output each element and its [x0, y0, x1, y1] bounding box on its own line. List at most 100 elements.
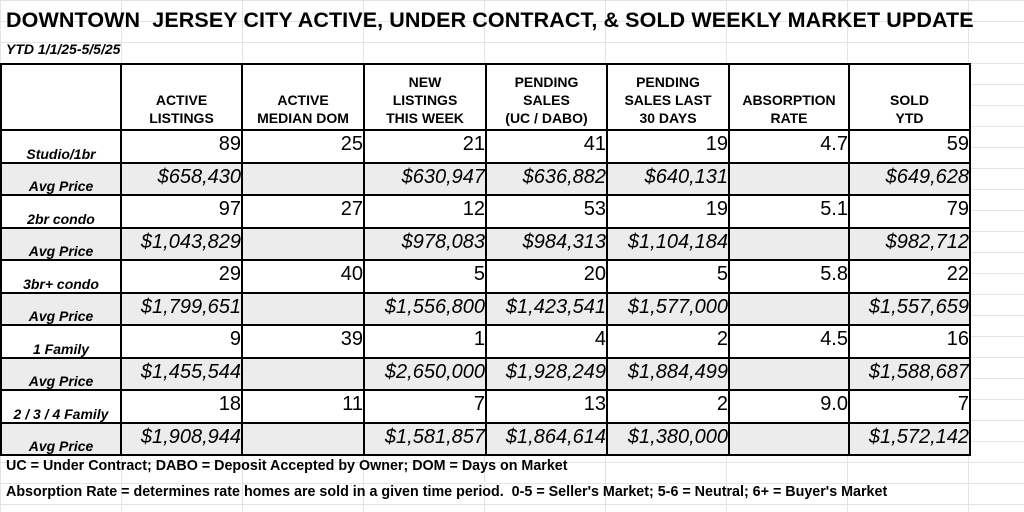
cell-sold-ytd[interactable]: 59 [848, 129, 971, 164]
cell-absorption-rate[interactable]: 5.1 [728, 194, 850, 229]
cell-pending-sales[interactable]: 20 [485, 259, 608, 294]
column-header-pending-sales-last-30[interactable]: PENDING SALES LAST 30 DAYS [606, 63, 730, 131]
table-row-1-family: 1 Family 9 39 1 4 2 4.5 16 [0, 324, 971, 359]
cell-pending-sales[interactable]: 41 [485, 129, 608, 164]
cell-pending-sales[interactable]: $984,313 [485, 227, 608, 261]
column-header-sold-ytd[interactable]: SOLD YTD [848, 63, 971, 131]
cell-new-listings[interactable]: $1,581,857 [363, 422, 487, 456]
cell-active-listings[interactable]: 9 [120, 324, 243, 359]
cell-sold-ytd[interactable]: $1,588,687 [848, 357, 971, 391]
cell-new-listings[interactable]: 21 [363, 129, 487, 164]
cell-pending-sales-last-30[interactable]: 19 [606, 194, 730, 229]
column-header-line: (UC / DABO) [505, 110, 588, 126]
cell-sold-ytd[interactable]: $1,557,659 [848, 292, 971, 326]
cell-active-listings[interactable]: $1,799,651 [120, 292, 243, 326]
cell-sold-ytd[interactable]: 16 [848, 324, 971, 359]
cell-new-listings[interactable]: $978,083 [363, 227, 487, 261]
cell-sold-ytd[interactable]: $982,712 [848, 227, 971, 261]
row-label[interactable]: Avg Price [0, 162, 122, 196]
cell-active-listings[interactable]: $1,455,544 [120, 357, 243, 391]
cell-pending-sales[interactable]: 53 [485, 194, 608, 229]
cell-absorption-rate[interactable] [728, 357, 850, 391]
cell-active-median-dom[interactable]: 11 [241, 389, 365, 424]
table-row-3br-plus-condo-avg-price: Avg Price $1,799,651 $1,556,800 $1,423,5… [0, 292, 971, 326]
cell-active-median-dom[interactable]: 40 [241, 259, 365, 294]
cell-sold-ytd[interactable]: $649,628 [848, 162, 971, 196]
cell-pending-sales-last-30[interactable]: $1,884,499 [606, 357, 730, 391]
cell-absorption-rate[interactable]: 4.5 [728, 324, 850, 359]
table-row-studio-1br: Studio/1br 89 25 21 41 19 4.7 59 [0, 129, 971, 164]
cell-active-listings[interactable]: 89 [120, 129, 243, 164]
cell-active-listings[interactable]: $1,908,944 [120, 422, 243, 456]
row-label[interactable]: Avg Price [0, 357, 122, 391]
row-label[interactable]: Avg Price [0, 292, 122, 326]
cell-absorption-rate[interactable] [728, 227, 850, 261]
cell-sold-ytd[interactable]: 79 [848, 194, 971, 229]
cell-new-listings[interactable]: 1 [363, 324, 487, 359]
row-label[interactable]: 2 / 3 / 4 Family [0, 389, 122, 424]
cell-sold-ytd[interactable]: 22 [848, 259, 971, 294]
cell-pending-sales-last-30[interactable]: 2 [606, 389, 730, 424]
cell-pending-sales-last-30[interactable]: 19 [606, 129, 730, 164]
cell-active-median-dom[interactable] [241, 162, 365, 196]
cell-pending-sales-last-30[interactable]: $1,104,184 [606, 227, 730, 261]
cell-active-median-dom[interactable] [241, 357, 365, 391]
cell-absorption-rate[interactable]: 4.7 [728, 129, 850, 164]
cell-absorption-rate[interactable] [728, 162, 850, 196]
absorption-rate-note: Absorption Rate = determines rate homes … [6, 484, 888, 500]
cell-absorption-rate[interactable]: 5.8 [728, 259, 850, 294]
cell-pending-sales[interactable]: $1,864,614 [485, 422, 608, 456]
column-header-absorption-rate[interactable]: ABSORPTION RATE [728, 63, 850, 131]
market-update-table: ACTIVE LISTINGS ACTIVE MEDIAN DOM NEW LI… [0, 63, 971, 456]
cell-active-listings[interactable]: 18 [120, 389, 243, 424]
column-header-new-listings[interactable]: NEW LISTINGS THIS WEEK [363, 63, 487, 131]
column-header-active-listings[interactable]: ACTIVE LISTINGS [120, 63, 243, 131]
column-header-line: PENDING [514, 74, 579, 90]
cell-new-listings[interactable]: $1,556,800 [363, 292, 487, 326]
cell-pending-sales[interactable]: $1,423,541 [485, 292, 608, 326]
cell-new-listings[interactable]: 7 [363, 389, 487, 424]
cell-active-median-dom[interactable] [241, 422, 365, 456]
cell-sold-ytd[interactable]: $1,572,142 [848, 422, 971, 456]
cell-new-listings[interactable]: 12 [363, 194, 487, 229]
row-label[interactable]: Avg Price [0, 227, 122, 261]
cell-active-median-dom[interactable]: 27 [241, 194, 365, 229]
column-header-pending-sales[interactable]: PENDING SALES (UC / DABO) [485, 63, 608, 131]
row-label[interactable]: Avg Price [0, 422, 122, 456]
abbreviation-legend-note: UC = Under Contract; DABO = Deposit Acce… [6, 458, 568, 474]
cell-new-listings[interactable]: $630,947 [363, 162, 487, 196]
column-header-line: 30 DAYS [639, 110, 697, 126]
table-row-3br-plus-condo: 3br+ condo 29 40 5 20 5 5.8 22 [0, 259, 971, 294]
row-label[interactable]: 3br+ condo [0, 259, 122, 294]
cell-absorption-rate[interactable] [728, 292, 850, 326]
column-header-line: YTD [895, 110, 924, 126]
cell-active-median-dom[interactable]: 39 [241, 324, 365, 359]
cell-pending-sales-last-30[interactable]: 2 [606, 324, 730, 359]
cell-active-listings[interactable]: $658,430 [120, 162, 243, 196]
cell-pending-sales[interactable]: $636,882 [485, 162, 608, 196]
cell-pending-sales[interactable]: 4 [485, 324, 608, 359]
cell-absorption-rate[interactable]: 9.0 [728, 389, 850, 424]
cell-pending-sales-last-30[interactable]: $1,380,000 [606, 422, 730, 456]
cell-sold-ytd[interactable]: 7 [848, 389, 971, 424]
row-label[interactable]: 1 Family [0, 324, 122, 359]
column-header-active-median-dom[interactable]: ACTIVE MEDIAN DOM [241, 63, 365, 131]
cell-active-median-dom[interactable] [241, 227, 365, 261]
cell-absorption-rate[interactable] [728, 422, 850, 456]
cell-pending-sales-last-30[interactable]: $1,577,000 [606, 292, 730, 326]
cell-pending-sales-last-30[interactable]: $640,131 [606, 162, 730, 196]
column-header-line: MEDIAN DOM [257, 110, 349, 126]
cell-new-listings[interactable]: $2,650,000 [363, 357, 487, 391]
cell-active-listings[interactable]: $1,043,829 [120, 227, 243, 261]
cell-active-listings[interactable]: 29 [120, 259, 243, 294]
cell-active-median-dom[interactable] [241, 292, 365, 326]
cell-pending-sales[interactable]: $1,928,249 [485, 357, 608, 391]
row-label[interactable]: Studio/1br [0, 129, 122, 164]
row-label[interactable]: 2br condo [0, 194, 122, 229]
column-header-line: THIS WEEK [386, 110, 464, 126]
cell-new-listings[interactable]: 5 [363, 259, 487, 294]
cell-pending-sales[interactable]: 13 [485, 389, 608, 424]
cell-active-listings[interactable]: 97 [120, 194, 243, 229]
cell-active-median-dom[interactable]: 25 [241, 129, 365, 164]
cell-pending-sales-last-30[interactable]: 5 [606, 259, 730, 294]
